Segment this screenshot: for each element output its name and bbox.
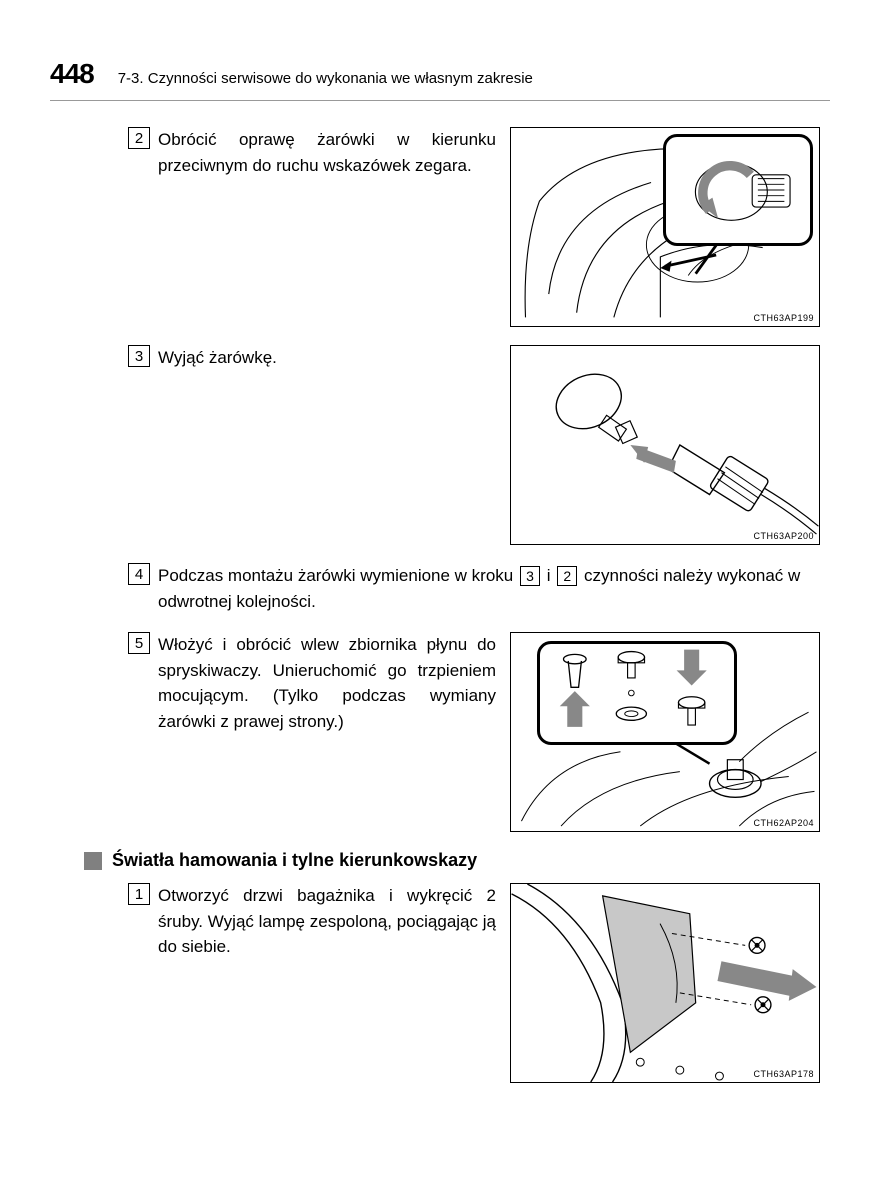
figure-inset-detail bbox=[663, 134, 813, 246]
step-text: Podczas montażu żarówki wymienione w kro… bbox=[158, 563, 820, 614]
step-number-box: 3 bbox=[128, 345, 150, 367]
subsection-heading: Światła hamowania i tylne kierunkowskazy bbox=[84, 850, 820, 871]
step-5: 5 Włożyć i obrócić wlew zbiornika płynu … bbox=[128, 632, 820, 832]
step-body: Otworzyć drzwi bagażnika i wykręcić 2 śr… bbox=[158, 883, 820, 1083]
step-body: Wyjąć żarówkę. bbox=[158, 345, 820, 545]
subsection-title: Światła hamowania i tylne kierunkowskazy bbox=[112, 850, 477, 871]
tail-lamp-illustration bbox=[511, 884, 819, 1082]
figure-label: CTH62AP204 bbox=[753, 818, 814, 828]
step-number-box: 2 bbox=[128, 127, 150, 149]
step-body: Obrócić oprawę żarówki w kierunku przeci… bbox=[158, 127, 820, 327]
figure-label: CTH63AP200 bbox=[753, 531, 814, 541]
step-4: 4 Podczas montażu żarówki wymienione w k… bbox=[128, 563, 820, 614]
section2-step-1: 1 Otworzyć drzwi bagażnika i wykręcić 2 … bbox=[128, 883, 820, 1083]
figure-label: CTH63AP199 bbox=[753, 313, 814, 323]
figure-inset-clips bbox=[537, 641, 737, 745]
bulb-illustration bbox=[511, 346, 819, 544]
step-text: Otworzyć drzwi bagażnika i wykręcić 2 śr… bbox=[158, 883, 496, 960]
figure-tail-lamp: CTH63AP178 bbox=[510, 883, 820, 1083]
step-number-box: 1 bbox=[128, 883, 150, 905]
step-text: Wyjąć żarówkę. bbox=[158, 345, 496, 371]
figure-bulb-removal: CTH63AP200 bbox=[510, 345, 820, 545]
section-title: 7-3. Czynności serwisowe do wykonania we… bbox=[118, 70, 533, 87]
step-3: 3 Wyjąć żarówkę. bbox=[128, 345, 820, 545]
step-number-box: 4 bbox=[128, 563, 150, 585]
figure-washer-cap: CTH62AP204 bbox=[510, 632, 820, 832]
figure-label: CTH63AP178 bbox=[753, 1069, 814, 1079]
step-number-box: 5 bbox=[128, 632, 150, 654]
page-header: 448 7-3. Czynności serwisowe do wykonani… bbox=[50, 58, 830, 101]
square-bullet-icon bbox=[84, 852, 102, 870]
step-ref-box: 2 bbox=[557, 566, 577, 586]
page-number: 448 bbox=[50, 58, 94, 90]
step-body: Włożyć i obrócić wlew zbiornika płynu do… bbox=[158, 632, 820, 832]
step-text: Włożyć i obrócić wlew zbiornika płynu do… bbox=[158, 632, 496, 734]
step-text: Obrócić oprawę żarówki w kierunku przeci… bbox=[158, 127, 496, 178]
step-ref-box: 3 bbox=[520, 566, 540, 586]
page-content: 2 Obrócić oprawę żarówki w kierunku prze… bbox=[50, 127, 830, 1083]
step-2: 2 Obrócić oprawę żarówki w kierunku prze… bbox=[128, 127, 820, 327]
figure-engine-bay: CTH63AP199 bbox=[510, 127, 820, 327]
